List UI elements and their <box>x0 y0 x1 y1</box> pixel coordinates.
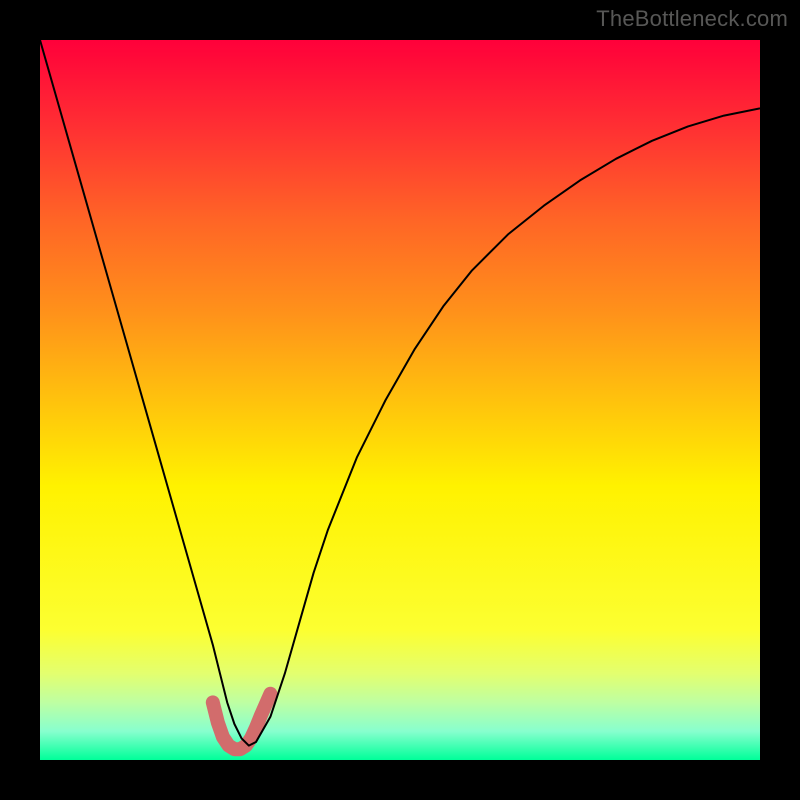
stage: TheBottleneck.com <box>0 0 800 800</box>
plot-area <box>40 40 760 760</box>
chart-svg <box>40 40 760 760</box>
chart-background <box>40 40 760 760</box>
watermark-text: TheBottleneck.com <box>596 6 788 32</box>
